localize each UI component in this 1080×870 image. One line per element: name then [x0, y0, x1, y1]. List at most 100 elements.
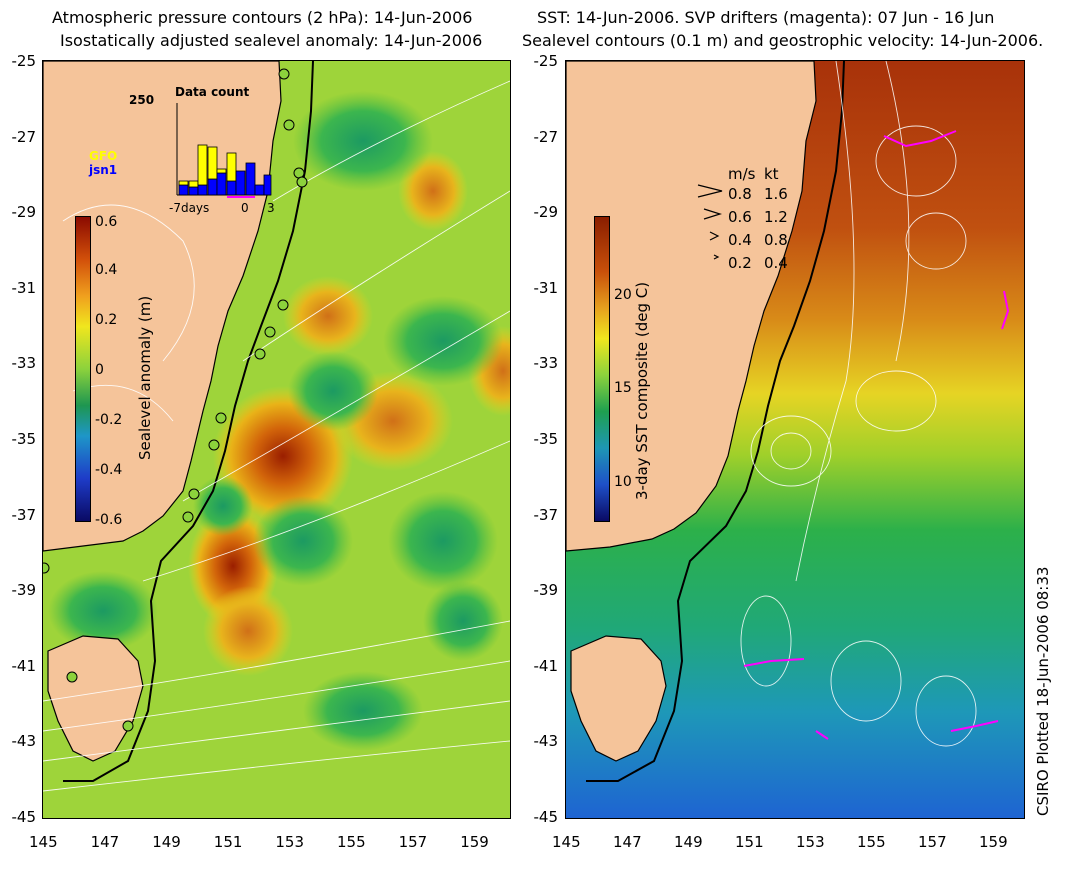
sst-colorbar-tick: 10	[614, 474, 632, 490]
inset-title: Data count	[175, 85, 250, 99]
y-tick-label: -27	[11, 127, 37, 146]
anomaly-low-blob	[388, 491, 498, 591]
anomaly-low-blob	[48, 571, 158, 651]
shelf-contour	[586, 61, 845, 782]
anomaly-high-blob	[283, 276, 373, 356]
x-tick-label: 145	[552, 833, 581, 851]
shelf-contour	[63, 61, 314, 782]
anomaly-low-blob	[253, 496, 353, 586]
anomaly-low-blob	[383, 296, 503, 386]
speed-legend-header-ms: m/s	[728, 165, 756, 183]
sealevel-colorbar-tick: -0.6	[95, 512, 123, 528]
speed-legend-ms: 0.8	[728, 185, 752, 203]
anomaly-high-blob	[203, 586, 293, 676]
y-tick-label: -45	[533, 808, 559, 826]
y-tick-label: -31	[11, 278, 37, 297]
y-tick-label: -41	[533, 656, 559, 675]
x-tick-label: 153	[275, 833, 305, 851]
y-tick-label: -25	[533, 52, 559, 70]
speed-legend-kt: 0.4	[764, 254, 788, 272]
y-tick-label: -37	[533, 505, 559, 524]
y-tick-label: -33	[11, 354, 37, 373]
sst-colorbar-title: 3-day SST composite (deg C)	[633, 281, 651, 500]
data-count-histogram	[176, 103, 272, 198]
left-title-line2: Isostatically adjusted sealevel anomaly:…	[60, 31, 483, 50]
speed-legend-kt: 1.2	[764, 208, 788, 226]
inset-xlabel-zero: 0	[241, 201, 249, 215]
speed-legend-ms: 0.6	[728, 208, 752, 226]
tide-gauge-markers	[43, 68, 308, 732]
right-map-panel: m/s kt 0.8 1.6 0.6 1.2 0.4 0.8 0.2 0.4	[565, 60, 1025, 819]
sealevel-colorbar-tick: -0.4	[95, 462, 123, 478]
x-tick-label: 149	[674, 833, 703, 851]
svp-drifter-tracks	[743, 130, 1010, 740]
anomaly-low-blob	[293, 91, 433, 191]
speed-legend-ms: 0.2	[728, 254, 752, 272]
histogram-bars	[178, 144, 272, 196]
inset-ymax-label: 250	[129, 93, 155, 107]
anomaly-low-blob	[288, 351, 378, 431]
x-tick-label: 155	[857, 833, 886, 851]
sealevel-colorbar-tick: 0	[95, 362, 104, 378]
y-tick-label: -33	[533, 354, 559, 373]
tasmania	[47, 635, 144, 762]
y-tick-label: -27	[533, 127, 559, 146]
anomaly-low-blob	[423, 581, 503, 661]
x-tick-label: 145	[29, 833, 58, 851]
sst-map	[566, 61, 1024, 818]
speed-legend-arrows	[697, 184, 723, 260]
right-title-line1: SST: 14-Jun-2006. SVP drifters (magenta)…	[537, 8, 995, 27]
x-tick-label: 155	[337, 833, 366, 851]
y-tick-label: -39	[533, 581, 559, 600]
x-tick-label: 157	[398, 833, 428, 851]
speed-legend-kt: 0.8	[764, 231, 788, 249]
speed-legend-kt: 1.6	[764, 185, 788, 203]
y-tick-label: -29	[533, 203, 559, 222]
x-tick-label: 149	[152, 833, 181, 851]
y-tick-label: -31	[533, 278, 559, 297]
speed-legend-ms: 0.4	[728, 231, 752, 249]
y-tick-label: -35	[11, 430, 37, 448]
x-tick-label: 153	[796, 833, 825, 851]
speed-legend-header-kt: kt	[764, 165, 779, 183]
left-map-panel: Data count 250	[42, 60, 511, 819]
speed-legend: m/s kt 0.8 1.6 0.6 1.2 0.4 0.8 0.2 0.4	[696, 165, 816, 275]
y-tick-label: -37	[11, 505, 37, 524]
sealevel-colorbar-tick: -0.2	[95, 412, 123, 428]
anomaly-low-blob	[303, 671, 423, 751]
x-tick-label: 151	[735, 833, 764, 851]
inset-xlabel-end: 3	[267, 201, 275, 215]
x-tick-label: 157	[918, 833, 947, 851]
sealevel-colorbar-title: Sealevel anomaly (m)	[136, 295, 154, 460]
sealevel-colorbar-tick: 0.6	[95, 214, 118, 230]
y-tick-label: -45	[11, 808, 37, 826]
y-tick-label: -43	[11, 732, 37, 751]
sst-colorbar-tick: 20	[614, 287, 632, 303]
x-tick-label: 159	[979, 833, 1008, 851]
x-tick-label: 159	[460, 833, 489, 851]
sealevel-colorbar-tick: 0.4	[95, 262, 118, 278]
y-tick-label: -39	[11, 581, 37, 600]
x-tick-label: 147	[613, 833, 642, 851]
left-title-line1: Atmospheric pressure contours (2 hPa): 1…	[52, 8, 473, 27]
y-tick-label: -29	[11, 203, 37, 222]
plot-credit: CSIRO Plotted 18-Jun-2006 08:33	[1034, 566, 1052, 816]
sealevel-colorbar	[75, 216, 91, 522]
mainland-australia	[566, 61, 817, 552]
y-tick-label: -41	[11, 656, 37, 675]
right-title-line2: Sealevel contours (0.1 m) and geostrophi…	[522, 31, 1044, 50]
y-tick-label: -35	[533, 430, 559, 448]
tasmania	[570, 635, 667, 762]
anomaly-low-blob	[193, 476, 253, 536]
data-count-inset: Data count 250	[89, 85, 287, 229]
sst-colorbar-tick: 15	[614, 380, 632, 396]
sealevel-colorbar-tick: 0.2	[95, 312, 118, 328]
y-tick-label: -25	[11, 52, 37, 70]
inset-legend-gfo: GFO	[89, 149, 118, 163]
inset-xlabel-start: -7days	[169, 201, 210, 215]
sealevel-contours	[740, 61, 977, 747]
x-tick-label: 147	[90, 833, 120, 851]
y-tick-label: -43	[533, 732, 559, 751]
sst-colorbar	[594, 216, 610, 522]
inset-legend-jsn1: jsn1	[89, 163, 118, 177]
